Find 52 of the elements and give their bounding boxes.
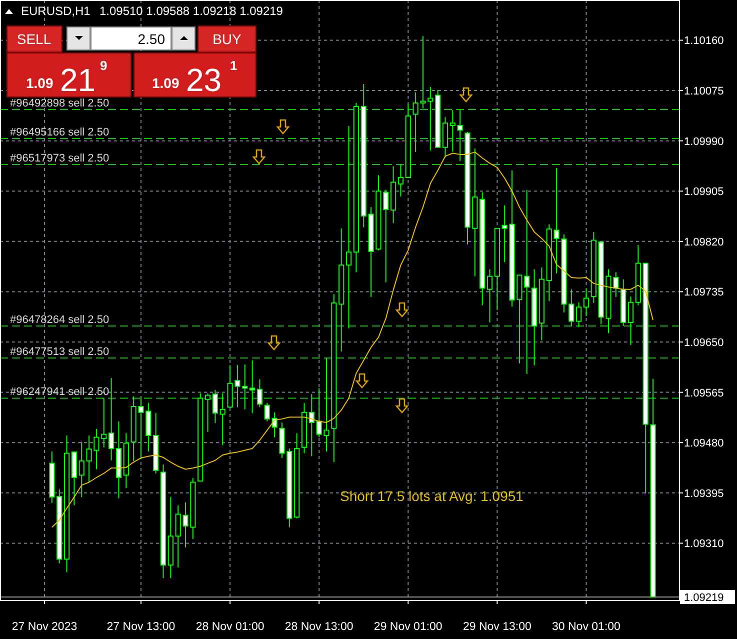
x-tick-label: 28 Nov 13:00 [284,621,354,633]
ref-line-label: #96477513 sell 2.50 [10,346,110,358]
y-tick-label: 1.09395 [684,488,724,500]
candlestick [583,288,590,316]
candlestick [457,110,463,162]
y-tick-label: 1.10160 [684,35,724,48]
y-tick-label: 1.09650 [684,337,724,350]
candlestick [204,392,211,432]
annotation: 2.50 [138,31,166,47]
x-tick-label: 29 Nov 01:00 [374,621,442,633]
y-tick-label: 1.09735 [684,286,724,299]
ref-line-label: #96517973 sell 2.50 [10,152,110,164]
candlestick [256,378,263,408]
ref-line-label: #96492898 sell 2.50 [10,97,110,110]
y-tick-label: 1.09310 [684,538,724,550]
ref-line-label: #96247941 sell 2.50 [10,386,110,398]
x-tick-label: 27 Nov 13:00 [106,621,176,633]
candlestick [264,402,270,422]
annotation: SELL [16,31,52,47]
y-tick-label: 1.10075 [684,86,724,98]
chart-subtitle: 1.09510 1.09588 1.09218 1.09219 [99,4,284,18]
candlestick [576,302,582,328]
chart-title: EURUSD,H1 [21,4,91,18]
annotation: 21 [60,62,96,98]
x-tick-label: 28 Nov 01:00 [196,621,264,633]
x-tick-label: 30 Nov 01:00 [552,621,620,633]
candlestick [346,126,352,329]
y-tick-label: 1.09565 [684,387,724,400]
candlestick [108,378,114,461]
y-tick-label: 1.09820 [684,236,724,248]
candlestick [220,392,226,446]
annotation: 1.09 [152,75,180,91]
candlestick [450,110,456,152]
annotation: BUY [212,31,242,47]
annotation: 9 [100,58,108,73]
annotation: Short 17.5 lots at Avg: 1.0951 [340,488,524,504]
y-tick-label: 1.09990 [684,136,724,148]
candlestick [250,360,256,414]
x-tick-label: 27 Nov 2023 [12,621,78,633]
candlestick [398,164,404,197]
annotation: 23 [186,62,222,98]
y-tick-label: 1.09905 [684,186,724,198]
ref-line-label: 1.09219 [684,592,724,604]
candlestick [628,296,634,346]
x-tick-label: 29 Nov 13:00 [462,621,532,633]
ref-line-label: #96495166 sell 2.50 [10,126,110,138]
candlestick [486,268,493,323]
annotation: 1 [230,58,238,73]
candlestick [212,389,218,424]
annotation: 1.09 [26,75,54,91]
ref-line-label: #96478264 sell 2.50 [10,314,110,326]
y-tick-label: 1.09480 [684,438,724,450]
